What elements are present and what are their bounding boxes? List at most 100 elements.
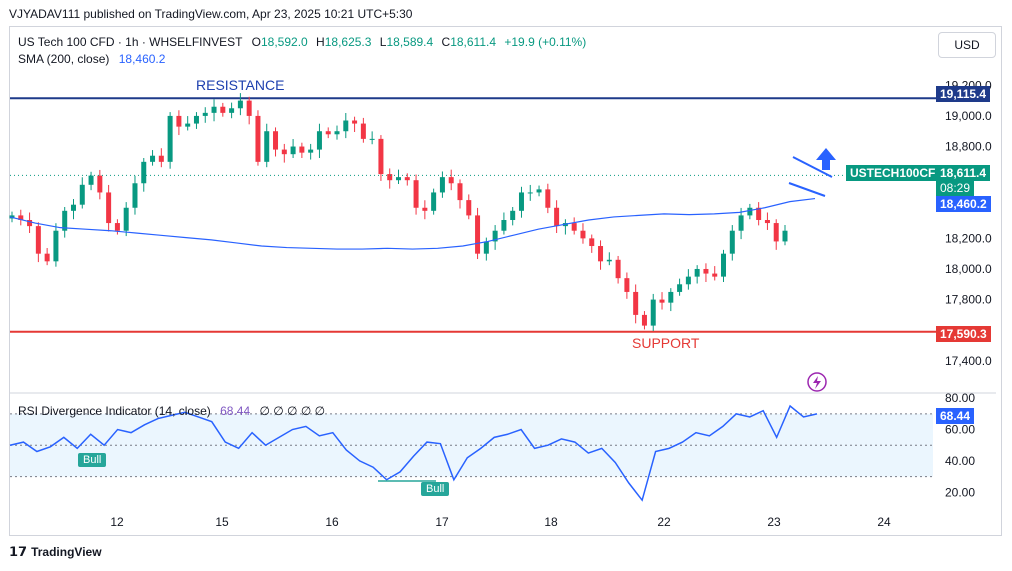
symbol-name: US Tech 100 CFD · 1h · WHSELFINVEST <box>18 35 243 49</box>
candle-body <box>132 183 138 208</box>
low-value: 18,589.4 <box>386 35 434 49</box>
breakout-arrow-icon <box>816 148 836 170</box>
candle-body <box>589 238 595 247</box>
candle-body <box>185 123 191 127</box>
x-tick-label: 23 <box>767 515 781 529</box>
close-label: C <box>441 35 451 49</box>
candle-body <box>510 210 516 220</box>
rsi-price-tag: 68.44 <box>936 408 975 424</box>
candle-body <box>176 115 182 127</box>
sma-legend[interactable]: SMA (200, close) 18,460.2 <box>18 52 165 66</box>
open-label: O <box>251 35 261 49</box>
candle-body <box>290 146 296 155</box>
candle-body <box>606 259 612 262</box>
candle-body <box>150 155 156 162</box>
candle-body <box>229 108 235 113</box>
lightning-bolt-icon <box>813 376 821 389</box>
y-tick-label: 18,000.0 <box>945 262 992 276</box>
footer-brand[interactable]: 𝟭𝟳 TradingView <box>9 544 102 560</box>
candle-body <box>18 215 24 220</box>
candle-body <box>44 253 50 262</box>
candle-body <box>220 106 226 113</box>
close-value: 18,611.4 <box>450 35 497 49</box>
open-value: 18,592.0 <box>260 35 308 49</box>
header-bar: VJYADAV111 published on TradingView.com,… <box>0 0 1012 26</box>
chart-frame[interactable] <box>9 26 1002 536</box>
candle-body <box>237 100 243 109</box>
footer-brand-text: TradingView <box>31 545 102 559</box>
candle-body <box>633 291 639 315</box>
candle-body <box>641 314 647 326</box>
candle-body <box>123 207 129 231</box>
candle-body <box>492 230 498 242</box>
candle-body <box>580 230 586 239</box>
bull-label-1: Bull <box>78 453 107 467</box>
candle-body <box>764 220 770 224</box>
rsi-value: 68.44 <box>220 404 251 418</box>
candle-body <box>255 115 261 162</box>
candle-body <box>62 210 68 231</box>
wedge-lower-line <box>788 182 826 197</box>
candle-body <box>448 177 454 184</box>
candle-body <box>677 284 683 292</box>
support-label: SUPPORT <box>632 335 700 351</box>
y-tick-label: 17,400.0 <box>945 354 992 368</box>
sma-label: SMA (200, close) <box>18 52 110 66</box>
candle-body <box>729 230 735 254</box>
candle-body <box>650 299 656 326</box>
candle-body <box>413 180 419 208</box>
rsi-y-tick-label: 80.00 <box>945 391 975 405</box>
candle-body <box>114 223 120 231</box>
candle-body <box>325 131 331 135</box>
x-tick-label: 17 <box>435 515 449 529</box>
candle-body <box>782 230 788 242</box>
rsi-y-tick-label: 60.00 <box>945 423 975 437</box>
candle-body <box>624 278 630 292</box>
candle-body <box>378 138 384 175</box>
candle-body <box>685 276 691 285</box>
candle-body <box>97 175 103 193</box>
resistance-label: RESISTANCE <box>196 77 285 93</box>
candle-body <box>738 215 744 231</box>
candle-body <box>264 131 270 162</box>
x-tick-label: 16 <box>325 515 339 529</box>
symbol-price-tag: USTECH100CFD <box>846 165 949 181</box>
candle-body <box>343 120 349 132</box>
candle-body <box>659 299 665 303</box>
candle-body <box>545 189 551 208</box>
candle-body <box>211 106 217 113</box>
candle-body <box>281 149 287 155</box>
currency-button[interactable]: USD <box>938 32 996 58</box>
candle-body <box>308 149 314 153</box>
candle-body <box>360 123 366 139</box>
y-tick-label: 18,200.0 <box>945 231 992 245</box>
candle-body <box>721 253 727 277</box>
y-tick-label: 18,800.0 <box>945 140 992 154</box>
sma-value: 18,460.2 <box>118 52 166 66</box>
candle-body <box>518 192 524 211</box>
candle-body <box>554 207 560 227</box>
candle-body <box>475 215 481 254</box>
candle-body <box>615 259 621 279</box>
candle-body <box>369 138 375 140</box>
candle-body <box>501 220 507 231</box>
high-label: H <box>316 35 325 49</box>
candle-body <box>571 223 577 231</box>
candle-body <box>299 146 305 153</box>
candle-body <box>747 207 753 216</box>
candle-body <box>158 155 164 162</box>
rsi-legend[interactable]: RSI Divergence Indicator (14, close) 68.… <box>18 404 325 418</box>
candle-body <box>773 223 779 242</box>
candle-body <box>167 115 173 162</box>
tradingview-logo-icon: 𝟭𝟳 <box>9 544 28 559</box>
candle-body <box>53 230 59 262</box>
symbol-legend[interactable]: US Tech 100 CFD · 1h · WHSELFINVEST O18,… <box>18 35 586 49</box>
candle-body <box>422 207 428 211</box>
bull-label-2: Bull <box>421 482 450 496</box>
rsi-label: RSI Divergence Indicator (14, close) <box>18 404 211 418</box>
candle-body <box>27 220 33 227</box>
sma-line <box>9 197 816 250</box>
candle-body <box>703 268 709 274</box>
candle-body <box>273 131 279 150</box>
